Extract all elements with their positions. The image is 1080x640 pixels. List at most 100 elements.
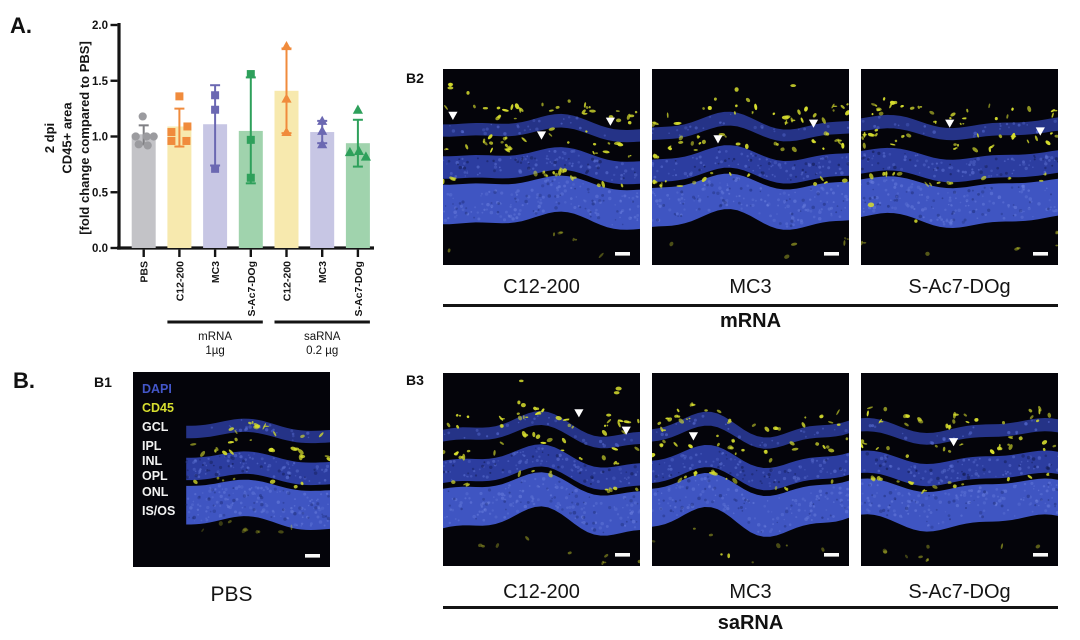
arrowhead-icon	[945, 119, 955, 128]
panel-b3-tag: B3	[406, 372, 424, 388]
x-tick-label: PBS	[139, 261, 151, 283]
data-point	[281, 93, 292, 103]
arrowhead-icon	[713, 135, 723, 144]
scale-bar	[824, 252, 839, 256]
cd45-speckles	[652, 84, 849, 259]
arrowhead-icon	[536, 131, 547, 140]
inl-shadow	[654, 450, 842, 484]
onl-nuclei	[443, 477, 640, 530]
caption-pbs: PBS	[210, 583, 253, 606]
retina-section-image	[861, 69, 1058, 265]
caption-b3-c12-200: C12-200	[503, 581, 580, 603]
inl-shadow	[447, 156, 636, 180]
micrograph-pbs: DAPI CD45 GCL IPL INL OPL ONL IS/OS	[133, 372, 330, 567]
arrowhead-icon	[448, 111, 458, 120]
b3-group-caption: saRNA	[717, 612, 784, 634]
y-axis-title-line: 2 dpi	[42, 123, 57, 153]
bar-mc3	[310, 132, 335, 248]
data-point	[167, 128, 176, 137]
y-tick-label: 0.5	[92, 187, 109, 199]
arrowhead-icon	[605, 117, 615, 126]
group-label: mRNA	[198, 331, 232, 343]
tissue-band-onl	[443, 472, 640, 536]
tissue-band-inl	[443, 147, 640, 185]
panel-a-label: A.	[10, 13, 32, 38]
data-point	[317, 115, 328, 125]
inl-shadow	[861, 150, 1058, 177]
y-axis-title-line: [fold change compared to PBS]	[77, 41, 92, 235]
inl-nuclei	[652, 451, 849, 488]
data-point	[246, 135, 255, 144]
tissue-band-gcl	[186, 418, 330, 444]
tissue-band-gcl	[861, 417, 1058, 445]
cd45-area-bar-chart: 0.0 0.5 1.0 1.5 2.0 2 dpi CD45+ area [fold chan…	[42, 20, 374, 357]
data-point	[138, 112, 147, 121]
inl-shadow	[443, 447, 637, 485]
data-point	[246, 173, 255, 182]
tissue-band-gcl	[443, 411, 640, 449]
data-point	[353, 145, 364, 155]
caption-b3-mc3: MC3	[729, 581, 772, 603]
panel-b1-tag: B1	[94, 374, 112, 390]
b1-layer-label-ipl: IPL	[142, 439, 162, 453]
gcl-nuclei	[868, 419, 1050, 445]
arrowhead-icon	[688, 432, 698, 441]
panel-b-label: B.	[13, 368, 35, 393]
tissue-band-onl	[652, 473, 849, 537]
data-point	[183, 122, 192, 131]
scale-bar	[615, 252, 630, 256]
micrograph-b2-s-ac7-dog	[861, 69, 1058, 265]
gcl-nuclei	[861, 115, 1057, 138]
retina-section-image	[443, 373, 640, 566]
inl-shadow	[674, 148, 849, 181]
cd45-speckles	[443, 82, 638, 259]
data-point	[360, 151, 371, 161]
bar-pbs	[131, 134, 156, 248]
data-point	[281, 126, 292, 137]
b2-group-underline	[443, 304, 1058, 307]
onl-nuclei	[652, 477, 849, 534]
retina-section-image	[652, 373, 849, 566]
arrowhead-icon	[574, 409, 584, 418]
onl-shadow	[656, 178, 845, 228]
data-point	[246, 70, 255, 79]
x-tick-label: C12-200	[282, 261, 294, 301]
onl-nuclei	[652, 177, 849, 228]
onl-nuclei	[443, 178, 640, 226]
data-point	[131, 132, 140, 141]
data-point	[182, 136, 191, 145]
tissue-band-onl	[861, 176, 1058, 228]
group-dose-label: 1µg	[205, 345, 224, 357]
arrowhead-icon	[949, 438, 959, 447]
b1-layer-label-inl: INL	[142, 454, 163, 468]
b1-layer-label-is-os: IS/OS	[142, 504, 176, 518]
data-point	[175, 92, 184, 101]
data-point	[317, 139, 328, 149]
gcl-nuclei	[443, 415, 633, 448]
scale-bar	[824, 553, 839, 557]
micrograph-b2-c12-200	[443, 69, 640, 265]
b1-layer-label-opl: OPL	[142, 469, 168, 483]
group-label: saRNA	[304, 331, 341, 343]
scale-bar	[1033, 252, 1048, 256]
micrograph-b2-mc3	[652, 69, 849, 265]
retina-section-image	[133, 372, 330, 567]
b1-layer-label-onl: ONL	[142, 485, 169, 499]
gcl-nuclei	[449, 116, 606, 137]
inl-shadow	[185, 455, 318, 483]
inl-shadow	[865, 452, 1053, 481]
inl-nuclei	[443, 149, 638, 182]
bar-s-ac7-dog	[238, 130, 263, 248]
data-point	[134, 140, 143, 149]
cd45-speckles	[443, 379, 640, 565]
retina-section-image	[652, 69, 849, 265]
cd45-speckles	[861, 97, 1058, 256]
caption-b2-s-ac7-dog: S-Ac7-DOg	[908, 276, 1011, 298]
onl-shadow	[862, 181, 1052, 224]
x-tick-label: MC3	[210, 261, 222, 283]
x-tick-label: MC3	[317, 261, 329, 283]
data-point	[143, 141, 152, 150]
data-point	[211, 105, 220, 114]
b1-layer-label-gcl: GCL	[142, 420, 169, 434]
onl-nuclei	[186, 484, 330, 527]
